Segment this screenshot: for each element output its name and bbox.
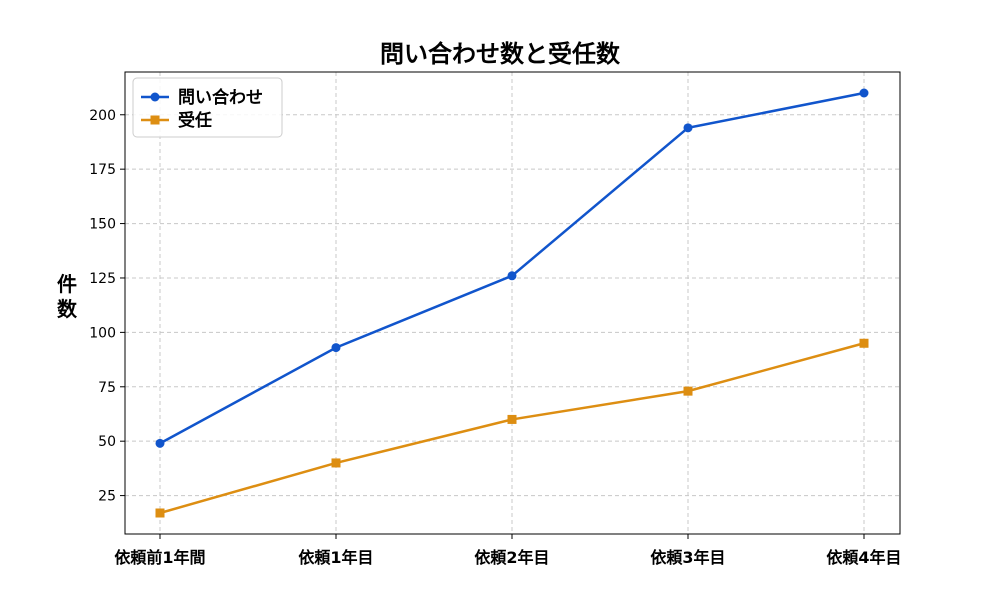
data-point [683, 123, 693, 133]
x-tick-label: 依頼3年目 [650, 548, 725, 567]
y-tick-label: 25 [98, 489, 116, 505]
legend-label: 問い合わせ [178, 87, 263, 108]
data-point [859, 338, 869, 348]
y-tick-label: 125 [89, 271, 116, 287]
data-point [859, 88, 869, 98]
x-tick-label: 依頼前1年間 [114, 548, 205, 567]
x-tick-label: 依頼4年目 [826, 548, 901, 567]
data-point [507, 414, 517, 424]
legend-marker [150, 92, 160, 102]
x-tick-label: 依頼1年目 [298, 548, 373, 567]
legend-marker [150, 115, 160, 125]
data-point [331, 458, 341, 468]
y-tick-label: 50 [98, 434, 116, 450]
legend-box [132, 77, 283, 138]
data-point [155, 508, 165, 518]
x-tick-label: 依頼2年目 [474, 548, 549, 567]
y-tick-label: 100 [89, 325, 116, 341]
y-tick-label: 150 [89, 217, 116, 233]
y-axis-label: 件数 [57, 272, 77, 321]
legend-label: 受任 [178, 110, 212, 131]
y-tick-label: 75 [98, 380, 116, 396]
series-layer [155, 88, 869, 518]
data-point [331, 343, 341, 353]
data-point [155, 438, 165, 448]
data-point [683, 386, 693, 396]
data-point [507, 271, 517, 281]
grid-lines [125, 72, 900, 534]
y-tick-label: 175 [89, 162, 116, 178]
y-tick-label: 200 [89, 108, 116, 124]
axis-ticks: 25 50 75 100 125 150 175 200 依頼前1年間 依頼1年目 依頼2年目 依頼3… [89, 108, 901, 567]
chart-title: 問い合わせ数と受任数 [380, 40, 620, 68]
